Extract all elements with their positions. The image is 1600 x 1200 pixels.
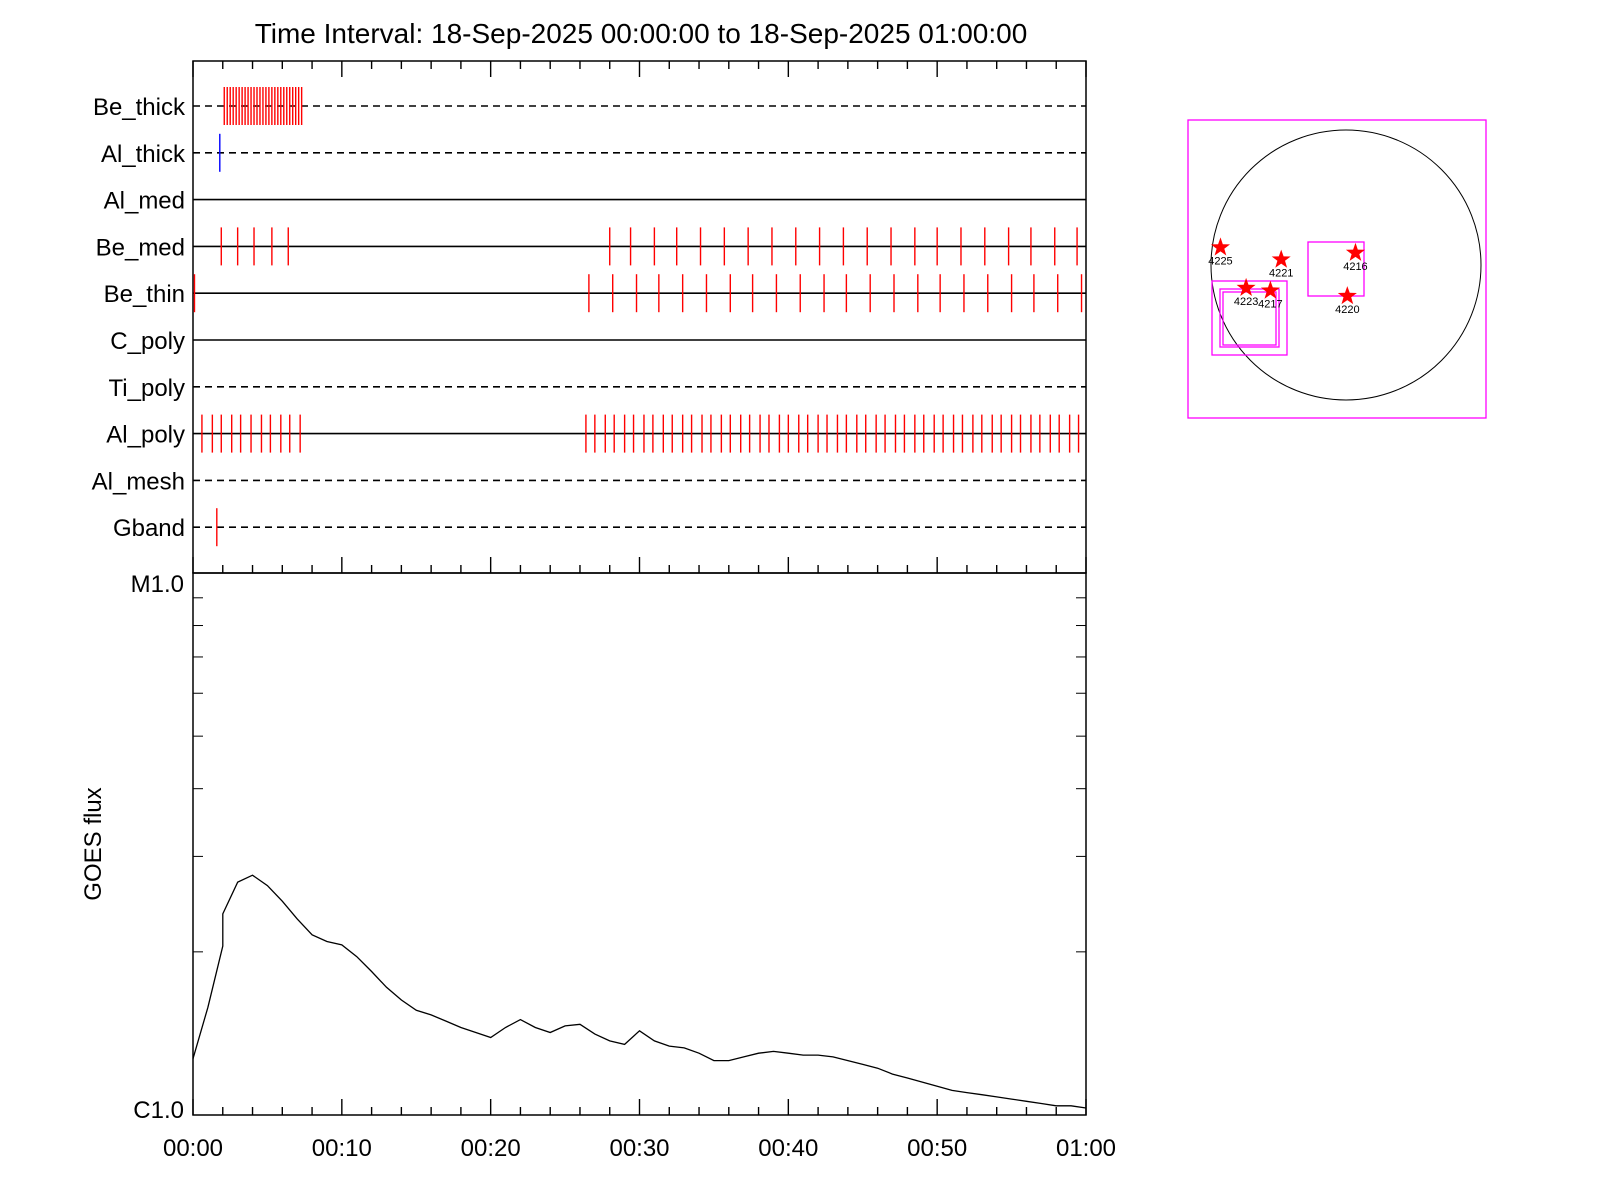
channel-label: Al_med	[104, 188, 185, 215]
channel-label: Al_mesh	[92, 468, 185, 495]
channel-label: C_poly	[110, 328, 185, 355]
region-label: 4216	[1343, 261, 1367, 273]
region-label: 4220	[1335, 304, 1359, 316]
x-tick-label: 00:10	[312, 1135, 372, 1162]
region-label: 4217	[1258, 299, 1282, 311]
chart-title: Time Interval: 18-Sep-2025 00:00:00 to 1…	[255, 18, 1028, 49]
region-star	[1337, 286, 1357, 305]
channel-label: Be_thin	[104, 281, 185, 308]
fov-box	[1211, 280, 1288, 356]
channel-label: Be_thick	[93, 94, 186, 121]
region-star	[1271, 249, 1291, 268]
region-star	[1210, 237, 1230, 256]
fov-box	[1307, 241, 1365, 297]
region-star	[1345, 242, 1365, 261]
goes-flux-panel: 00:00 00:10 00:20 00:30 00:40 00:50 01:00 C1.0 M…	[80, 571, 1116, 1162]
solar-disk-map: 4225 4221 4216 4223 4217 4220	[1187, 119, 1487, 419]
y-tick-label: M1.0	[131, 571, 184, 598]
x-tick-label: 01:00	[1056, 1135, 1116, 1162]
y-axis-label: GOES flux	[80, 787, 107, 900]
channel-label: Al_poly	[106, 422, 185, 449]
map-frame	[1187, 119, 1487, 419]
x-tick-label: 00:40	[758, 1135, 818, 1162]
goes-flux-line	[192, 874, 1087, 1109]
x-tick-label: 00:20	[461, 1135, 521, 1162]
region-label: 4221	[1269, 268, 1293, 280]
y-tick-label: C1.0	[133, 1097, 184, 1124]
channel-label: Ti_poly	[109, 375, 185, 402]
channel-label: Be_med	[96, 234, 185, 261]
region-star	[1236, 277, 1256, 296]
region-label: 4225	[1208, 255, 1232, 267]
region-star	[1260, 280, 1280, 299]
solar-limb	[1210, 129, 1482, 401]
channel-label: Gband	[113, 515, 185, 542]
x-tick-label: 00:30	[609, 1135, 669, 1162]
channel-label: Al_thick	[101, 141, 186, 168]
region-label: 4223	[1234, 296, 1258, 308]
x-tick-label: 00:50	[907, 1135, 967, 1162]
timeline-panel: Be_thick Al_thick Al_med Be_med Be_thin C_pol…	[92, 60, 1087, 574]
x-tick-label: 00:00	[163, 1135, 223, 1162]
